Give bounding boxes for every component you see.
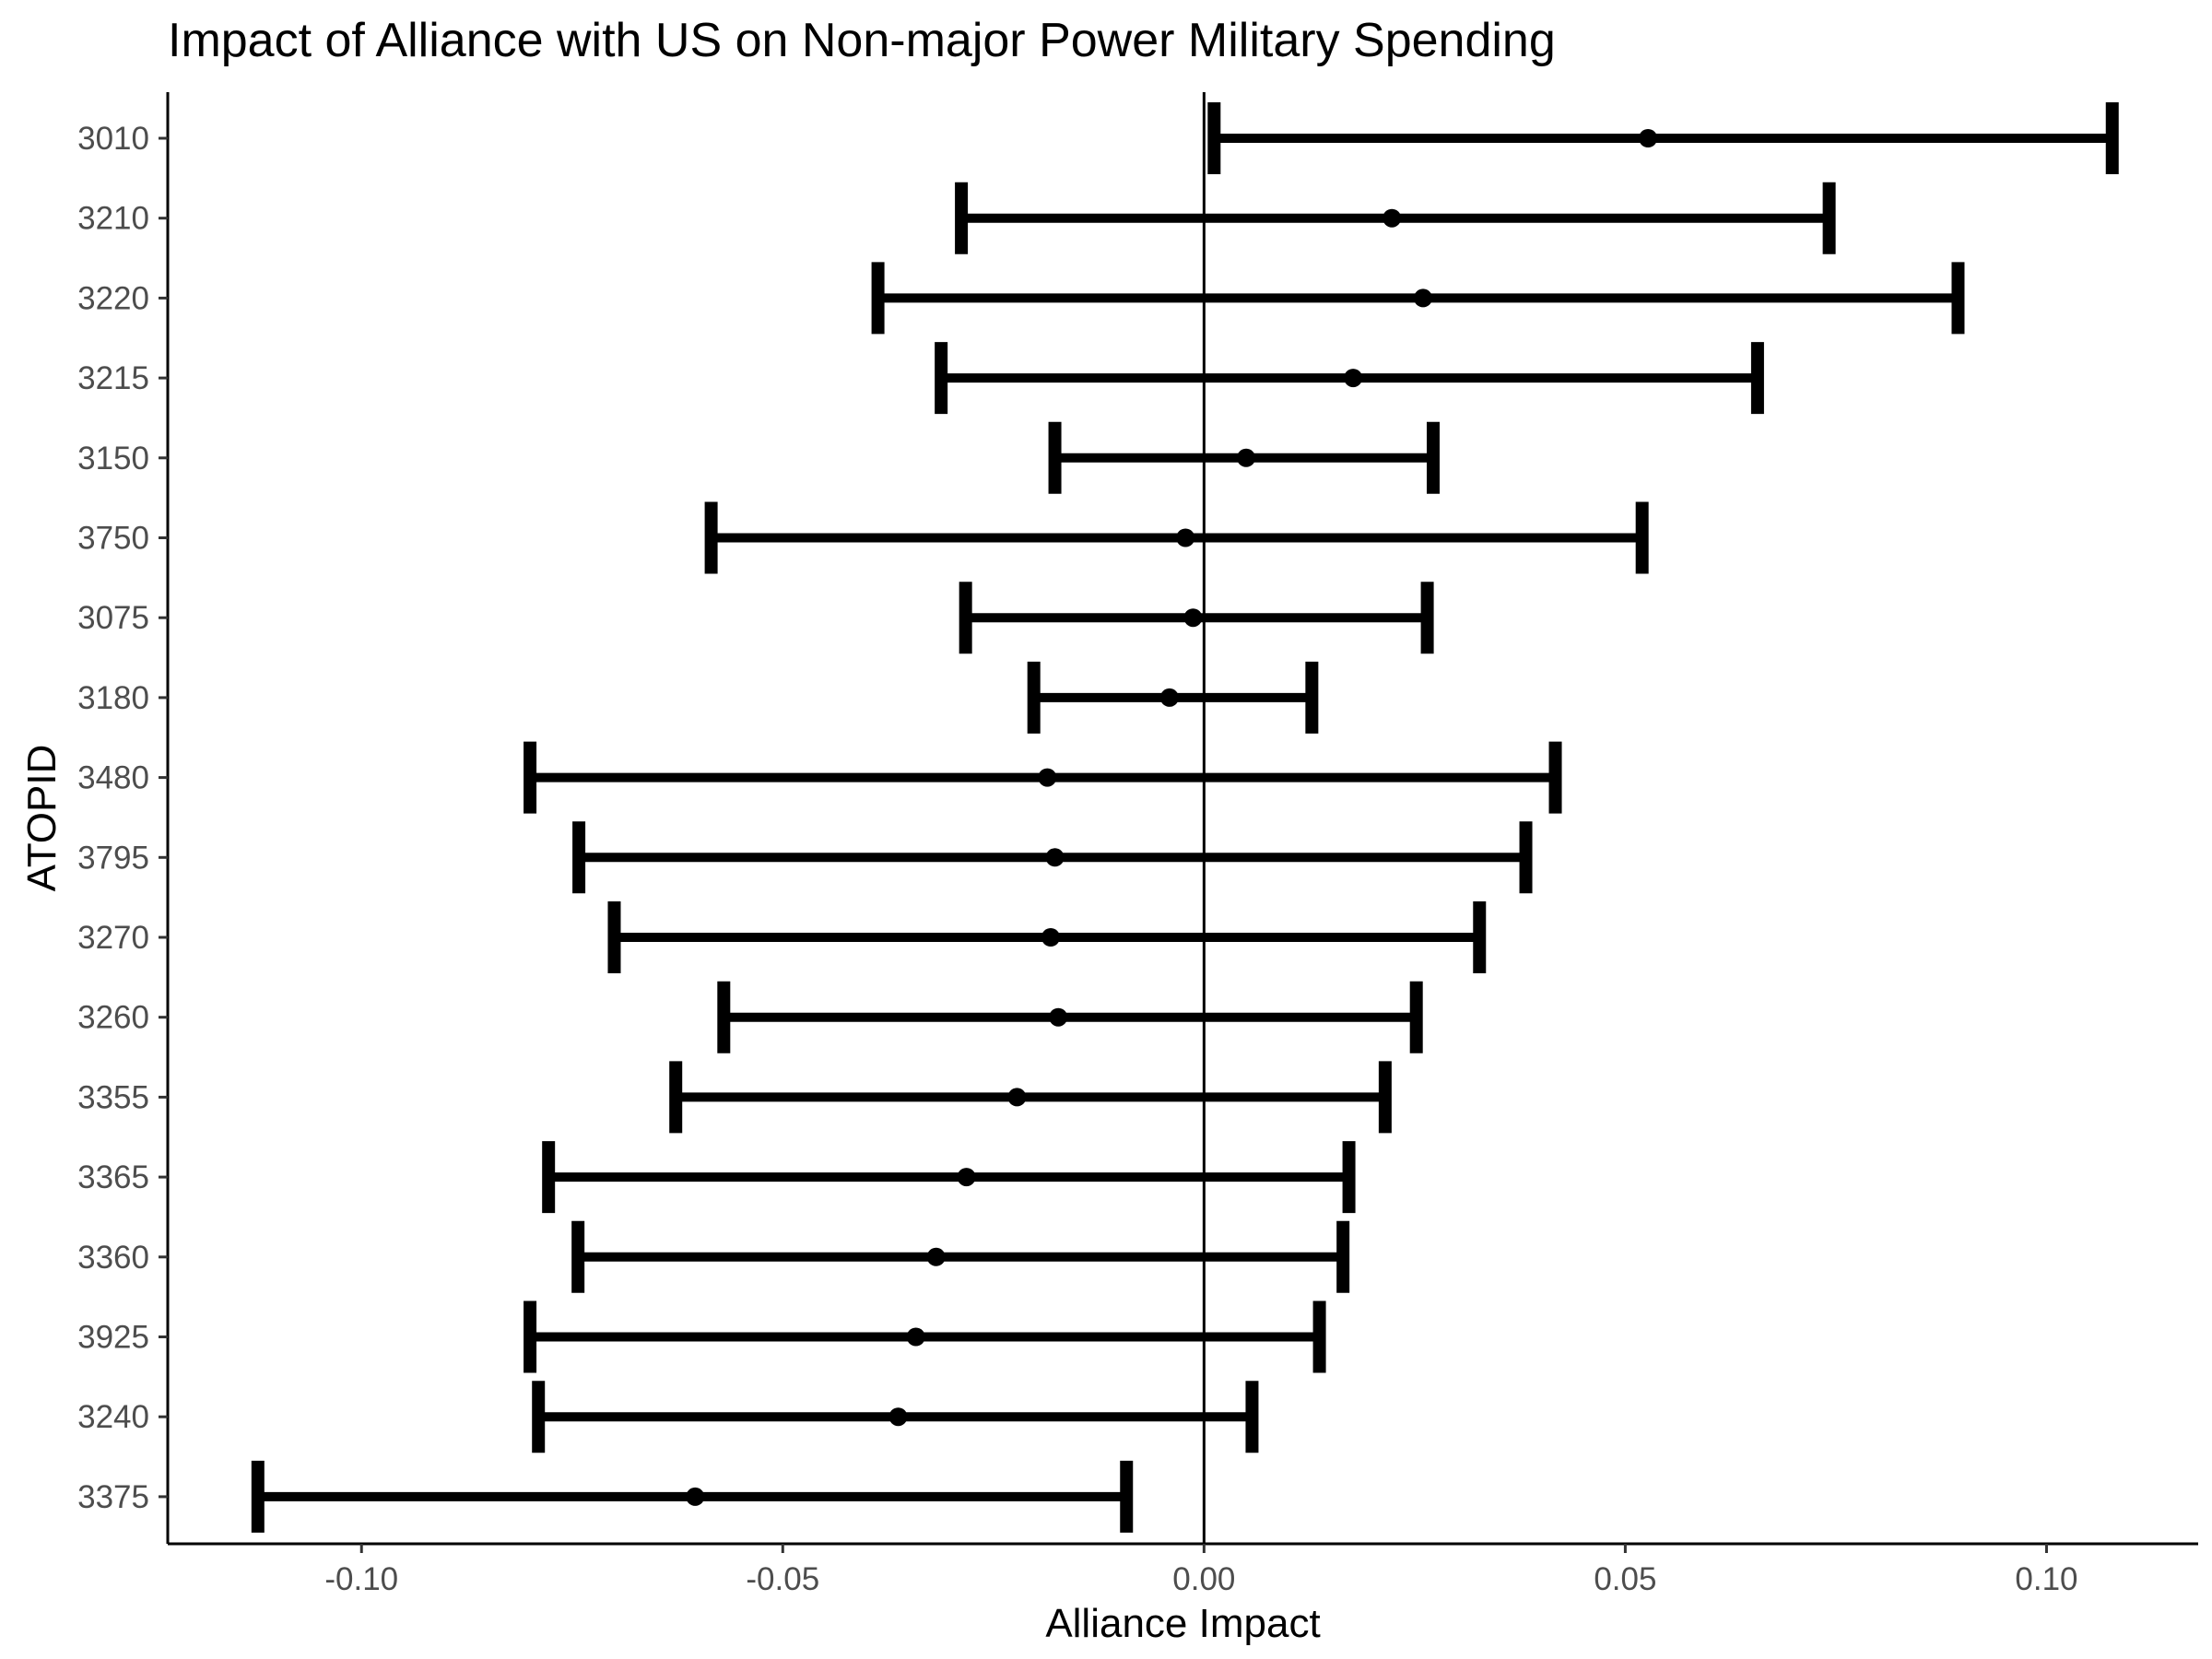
x-axis-title: Alliance Impact — [1045, 1601, 1320, 1646]
point-estimate — [906, 1327, 925, 1347]
x-tick-label: 0.10 — [2015, 1561, 2077, 1597]
x-tick-label: -0.05 — [746, 1561, 819, 1597]
y-tick-label: 3180 — [77, 680, 149, 716]
point-estimate — [1414, 288, 1433, 308]
y-tick-label: 3925 — [77, 1320, 149, 1356]
y-axis-ticks: 3010 3210 3220 3215 3150 3750 3075 3180 3480 3795… — [77, 121, 168, 1515]
error-bar-3075 — [959, 582, 1434, 654]
y-tick-label: 3795 — [77, 840, 149, 876]
point-estimate — [926, 1247, 946, 1266]
y-tick-label: 3215 — [77, 360, 149, 396]
error-bar-3365 — [542, 1141, 1356, 1214]
error-bar-3375 — [251, 1460, 1134, 1533]
y-tick-label: 3360 — [77, 1240, 149, 1276]
error-bar-3010 — [1207, 102, 2119, 174]
point-estimate — [1007, 1088, 1027, 1107]
error-bar-3210 — [955, 182, 1836, 254]
point-estimate — [1045, 848, 1065, 867]
y-tick-label: 3480 — [77, 760, 149, 796]
point-estimate — [1159, 688, 1179, 707]
error-bar-3795 — [572, 821, 1533, 894]
error-bar-3355 — [669, 1061, 1392, 1134]
y-tick-label: 3075 — [77, 600, 149, 636]
x-tick-label: -0.10 — [324, 1561, 398, 1597]
y-tick-label: 3750 — [77, 521, 149, 557]
x-tick-label: 0.00 — [1172, 1561, 1235, 1597]
y-tick-label: 3240 — [77, 1399, 149, 1435]
error-bar-3270 — [607, 901, 1487, 973]
y-tick-label: 3270 — [77, 920, 149, 956]
point-estimate — [957, 1168, 976, 1187]
error-bar-3750 — [704, 501, 1649, 574]
point-estimate — [1237, 448, 1256, 467]
y-tick-label: 3150 — [77, 441, 149, 477]
point-estimate — [888, 1407, 908, 1427]
error-bar-3925 — [524, 1300, 1326, 1373]
point-estimate — [1176, 528, 1195, 547]
y-tick-label: 3365 — [77, 1159, 149, 1195]
point-estimate — [686, 1487, 705, 1506]
y-axis-title: ATOPID — [19, 745, 65, 892]
point-estimate — [1344, 369, 1363, 388]
error-bar-3220 — [871, 262, 1965, 335]
point-estimate — [1382, 208, 1402, 228]
y-tick-label: 3220 — [77, 280, 149, 316]
plot-area — [251, 92, 2119, 1544]
error-bar-3150 — [1048, 421, 1440, 494]
point-estimate — [1038, 768, 1057, 787]
chart-title: Impact of Alliance with US on Non-major … — [168, 14, 1556, 67]
error-bar-3215 — [935, 342, 1764, 415]
error-bar-3240 — [532, 1381, 1259, 1453]
error-bar-3480 — [524, 741, 1562, 814]
y-tick-label: 3010 — [77, 121, 149, 157]
error-bar-3180 — [1027, 661, 1319, 734]
point-estimate — [1041, 928, 1060, 947]
point-estimate — [1183, 608, 1203, 628]
x-axis-ticks: -0.10 -0.05 0.00 0.05 0.10 — [324, 1544, 2078, 1597]
point-estimate — [1049, 1007, 1068, 1027]
y-tick-label: 3260 — [77, 1000, 149, 1036]
y-tick-label: 3355 — [77, 1079, 149, 1115]
y-tick-label: 3375 — [77, 1479, 149, 1515]
error-bar-3260 — [717, 981, 1423, 1053]
x-tick-label: 0.05 — [1594, 1561, 1656, 1597]
y-tick-label: 3210 — [77, 201, 149, 237]
error-bar-3360 — [571, 1220, 1350, 1293]
point-estimate — [1639, 129, 1658, 147]
